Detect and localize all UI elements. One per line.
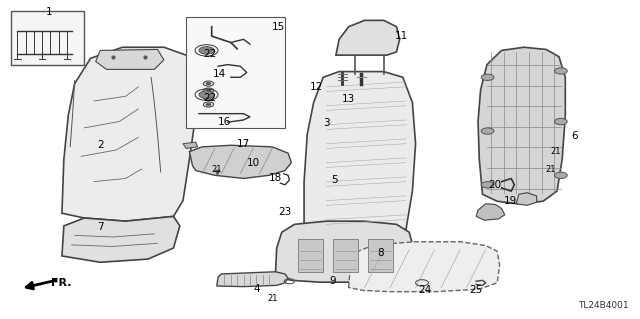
Circle shape [199, 91, 214, 99]
Text: 14: 14 [212, 69, 226, 79]
Text: 4: 4 [253, 284, 260, 293]
Polygon shape [516, 193, 537, 205]
Text: 20: 20 [488, 180, 501, 190]
Polygon shape [336, 20, 399, 55]
Polygon shape [304, 71, 415, 239]
Text: 2: 2 [97, 140, 104, 150]
Text: 6: 6 [572, 131, 579, 141]
Bar [186, 17, 285, 128]
Bar [368, 239, 394, 272]
Circle shape [554, 68, 567, 74]
Text: 19: 19 [504, 196, 518, 206]
Text: 21: 21 [550, 147, 561, 156]
Text: 10: 10 [246, 158, 260, 168]
Polygon shape [217, 272, 288, 286]
Text: FR.: FR. [51, 278, 72, 288]
Text: TL24B4001: TL24B4001 [579, 301, 629, 310]
Text: 24: 24 [419, 285, 432, 295]
Text: 3: 3 [323, 118, 330, 128]
Polygon shape [96, 49, 164, 69]
Polygon shape [478, 47, 565, 204]
Text: 1: 1 [46, 7, 52, 18]
Polygon shape [189, 145, 291, 178]
Polygon shape [476, 204, 505, 220]
Text: 15: 15 [272, 22, 285, 32]
Polygon shape [349, 242, 500, 292]
Text: 16: 16 [218, 116, 231, 127]
Polygon shape [183, 142, 198, 148]
Text: 18: 18 [269, 174, 282, 183]
Polygon shape [275, 221, 414, 282]
Text: 21: 21 [545, 165, 556, 174]
Text: 21: 21 [211, 165, 222, 174]
Polygon shape [62, 47, 196, 221]
Text: 25: 25 [470, 285, 483, 295]
Bar [11, 11, 84, 65]
Text: 5: 5 [332, 175, 338, 185]
Text: 17: 17 [237, 139, 250, 149]
Bar [298, 239, 323, 272]
Circle shape [206, 82, 211, 85]
Circle shape [199, 47, 214, 54]
Circle shape [554, 172, 567, 178]
Circle shape [554, 118, 567, 125]
Circle shape [481, 128, 494, 134]
Text: 23: 23 [278, 207, 292, 217]
Circle shape [481, 182, 494, 188]
Polygon shape [62, 216, 180, 262]
Circle shape [481, 74, 494, 80]
Text: 9: 9 [330, 276, 336, 286]
Text: 12: 12 [310, 82, 323, 92]
Text: 22: 22 [203, 48, 216, 59]
Text: 11: 11 [395, 31, 408, 41]
Circle shape [206, 96, 211, 99]
Bar [333, 239, 358, 272]
Text: 8: 8 [377, 248, 384, 258]
Text: 22: 22 [203, 93, 216, 103]
Circle shape [206, 89, 211, 92]
Text: 13: 13 [342, 94, 355, 104]
Text: 7: 7 [97, 222, 104, 233]
Text: 21: 21 [267, 294, 278, 303]
Circle shape [206, 103, 211, 106]
